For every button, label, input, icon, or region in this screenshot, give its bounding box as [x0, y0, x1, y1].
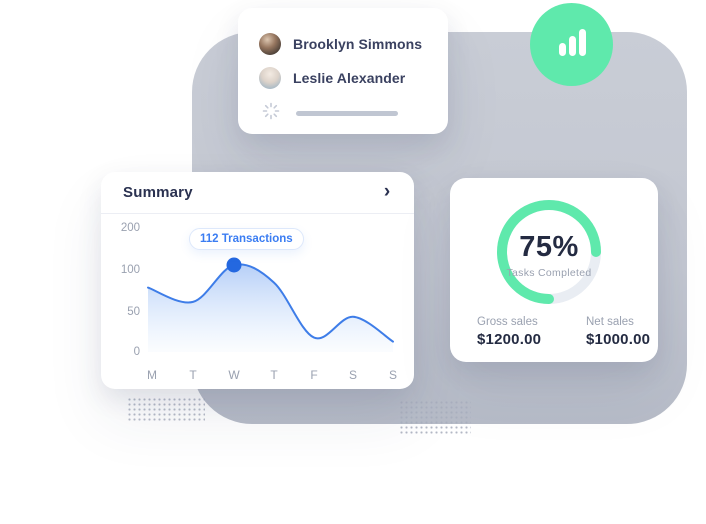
spinner-icon	[262, 102, 280, 125]
metric-value: $1000.00	[586, 331, 651, 348]
chart-line	[147, 263, 394, 343]
summary-card: Summary › 200 100 50 0 M T W T F S S 112…	[101, 172, 414, 389]
list-item[interactable]: Leslie Alexander	[259, 67, 405, 89]
chart-area	[148, 264, 393, 352]
metric-label: Net sales	[586, 316, 634, 328]
stats-badge	[530, 3, 613, 86]
card-title: Summary	[123, 184, 193, 201]
percent-value: 75%	[519, 231, 579, 263]
x-tick: T	[189, 368, 197, 382]
list-item[interactable]: Brooklyn Simmons	[259, 33, 422, 55]
metric-label: Gross sales	[477, 316, 538, 328]
metric-net-sales: Net sales $1000.00	[586, 316, 650, 348]
x-tick: S	[388, 368, 397, 382]
y-tick: 100	[120, 264, 140, 276]
users-card: Brooklyn Simmons Leslie Alexander	[238, 8, 448, 134]
y-tick: 200	[120, 222, 140, 234]
y-tick: 0	[133, 346, 140, 358]
metric-gross-sales: Gross sales $1200.00	[477, 316, 541, 348]
avatar	[259, 33, 281, 55]
skeleton-bar	[296, 110, 398, 116]
dot-pattern	[127, 397, 205, 421]
avatar	[259, 67, 281, 89]
loading-row	[262, 102, 398, 125]
bar-chart-icon	[554, 24, 590, 65]
x-tick: S	[348, 368, 357, 382]
x-tick: F	[310, 368, 318, 382]
chevron-right-icon[interactable]: ›	[374, 179, 400, 205]
chart-tooltip: 112 Transactions	[189, 228, 304, 250]
data-point-marker	[226, 257, 242, 273]
x-tick: T	[270, 368, 278, 382]
area-chart	[147, 257, 394, 352]
tasks-card: 75% Tasks Completed Gross sales $1200.00…	[450, 178, 658, 362]
user-name: Leslie Alexander	[293, 70, 406, 86]
user-name: Brooklyn Simmons	[293, 36, 423, 52]
dot-pattern	[399, 400, 471, 434]
y-tick: 50	[127, 306, 140, 318]
donut-chart	[497, 200, 601, 304]
metric-value: $1200.00	[477, 331, 542, 348]
x-tick: M	[147, 368, 157, 382]
donut-progress	[497, 200, 601, 304]
donut-center: 75% Tasks Completed	[494, 231, 604, 279]
percent-caption: Tasks Completed	[506, 267, 592, 279]
summary-header: Summary ›	[101, 172, 414, 214]
x-tick: W	[228, 368, 240, 382]
